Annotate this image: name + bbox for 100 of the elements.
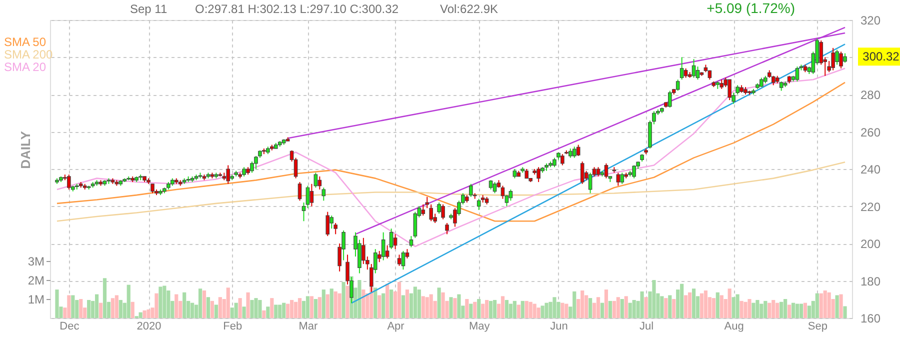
line-series: [56, 82, 846, 222]
candlestick: [437, 202, 441, 214]
bar: [441, 292, 445, 318]
bar: [310, 296, 314, 318]
bar: [660, 296, 664, 318]
bar: [524, 300, 528, 318]
candlestick: [488, 180, 493, 190]
text: DAILY: [18, 130, 33, 169]
candlestick: [588, 172, 592, 194]
candlestick: [795, 66, 800, 82]
bar: [692, 288, 696, 318]
text: Sep 11: [130, 2, 168, 16]
x-tick-label: 2020: [136, 320, 162, 332]
bar: [55, 290, 59, 318]
bar: [787, 304, 792, 318]
candlestick: [500, 185, 505, 200]
bar: [803, 302, 808, 318]
bar: [286, 304, 290, 318]
bar: [528, 302, 532, 318]
candlestick: [616, 172, 620, 186]
bar: [819, 293, 823, 318]
y-tick-label: 160: [860, 312, 881, 326]
bar: [238, 298, 242, 318]
bar: [130, 302, 134, 318]
bar: [421, 296, 425, 318]
bar: [756, 300, 760, 318]
bar: [644, 297, 648, 318]
bar: [270, 298, 274, 318]
bar: [720, 295, 724, 318]
bar: [560, 302, 564, 318]
candlestick: [425, 196, 430, 209]
bar: [98, 302, 103, 318]
bar: [489, 300, 493, 318]
x-tick-label: Apr: [387, 320, 405, 332]
bar: [608, 300, 612, 318]
bar: [768, 302, 772, 318]
bar: [294, 302, 298, 318]
bar: [254, 298, 258, 318]
candlestick: [692, 58, 696, 78]
bar: [94, 294, 99, 318]
bar: [342, 282, 346, 318]
bar: [672, 299, 676, 318]
bar: [688, 292, 692, 318]
bar: [465, 299, 469, 318]
bar: [378, 295, 382, 318]
bar: [198, 288, 202, 318]
bar: [640, 291, 644, 318]
candlestick: [843, 52, 847, 64]
candlestick: [381, 232, 386, 261]
bar: [815, 293, 819, 318]
bar: [358, 280, 362, 318]
bar: [226, 288, 230, 318]
bar: [764, 300, 768, 318]
text: SMA 50: [4, 35, 46, 49]
bar: [664, 298, 668, 318]
bar: [425, 297, 429, 318]
x-tick-label: Jul: [639, 320, 654, 332]
candlestick: [401, 250, 406, 270]
bar: [429, 294, 433, 318]
bar: [823, 290, 827, 318]
bar: [835, 295, 839, 318]
bar: [680, 284, 684, 318]
bar: [736, 294, 740, 318]
candlestick: [393, 234, 398, 250]
text: SMA 20: [4, 60, 46, 74]
bar: [314, 299, 318, 318]
bar: [760, 304, 764, 318]
bar: [290, 300, 294, 318]
y-tick-label: 240: [860, 162, 881, 176]
bar: [190, 302, 194, 318]
candlestick: [552, 157, 556, 168]
bar: [624, 296, 628, 318]
bar: [374, 288, 378, 318]
bar: [532, 304, 536, 318]
bar: [142, 310, 146, 318]
bar: [298, 298, 302, 318]
y2-tick-label: 3M: [28, 254, 44, 269]
bar: [740, 300, 744, 318]
bar: [772, 300, 776, 318]
bar: [588, 298, 592, 318]
bar: [780, 302, 784, 318]
x-tick-label: Sep: [808, 320, 828, 332]
bar: [126, 284, 130, 318]
bar: [102, 278, 107, 318]
bar: [118, 300, 122, 318]
bar: [262, 310, 266, 318]
y-tick-label: 200: [860, 237, 881, 251]
bar: [795, 304, 800, 318]
bar: [827, 292, 831, 318]
y2-tick-label: 2M: [28, 274, 44, 288]
bar: [632, 300, 636, 318]
bar: [449, 297, 453, 318]
candlestick: [676, 79, 680, 92]
bar: [413, 286, 417, 318]
candlestick: [226, 164, 230, 184]
bar: [210, 300, 214, 318]
bar: [206, 297, 210, 318]
bar: [843, 306, 847, 318]
candlestick: [476, 198, 481, 210]
bar: [540, 306, 544, 318]
